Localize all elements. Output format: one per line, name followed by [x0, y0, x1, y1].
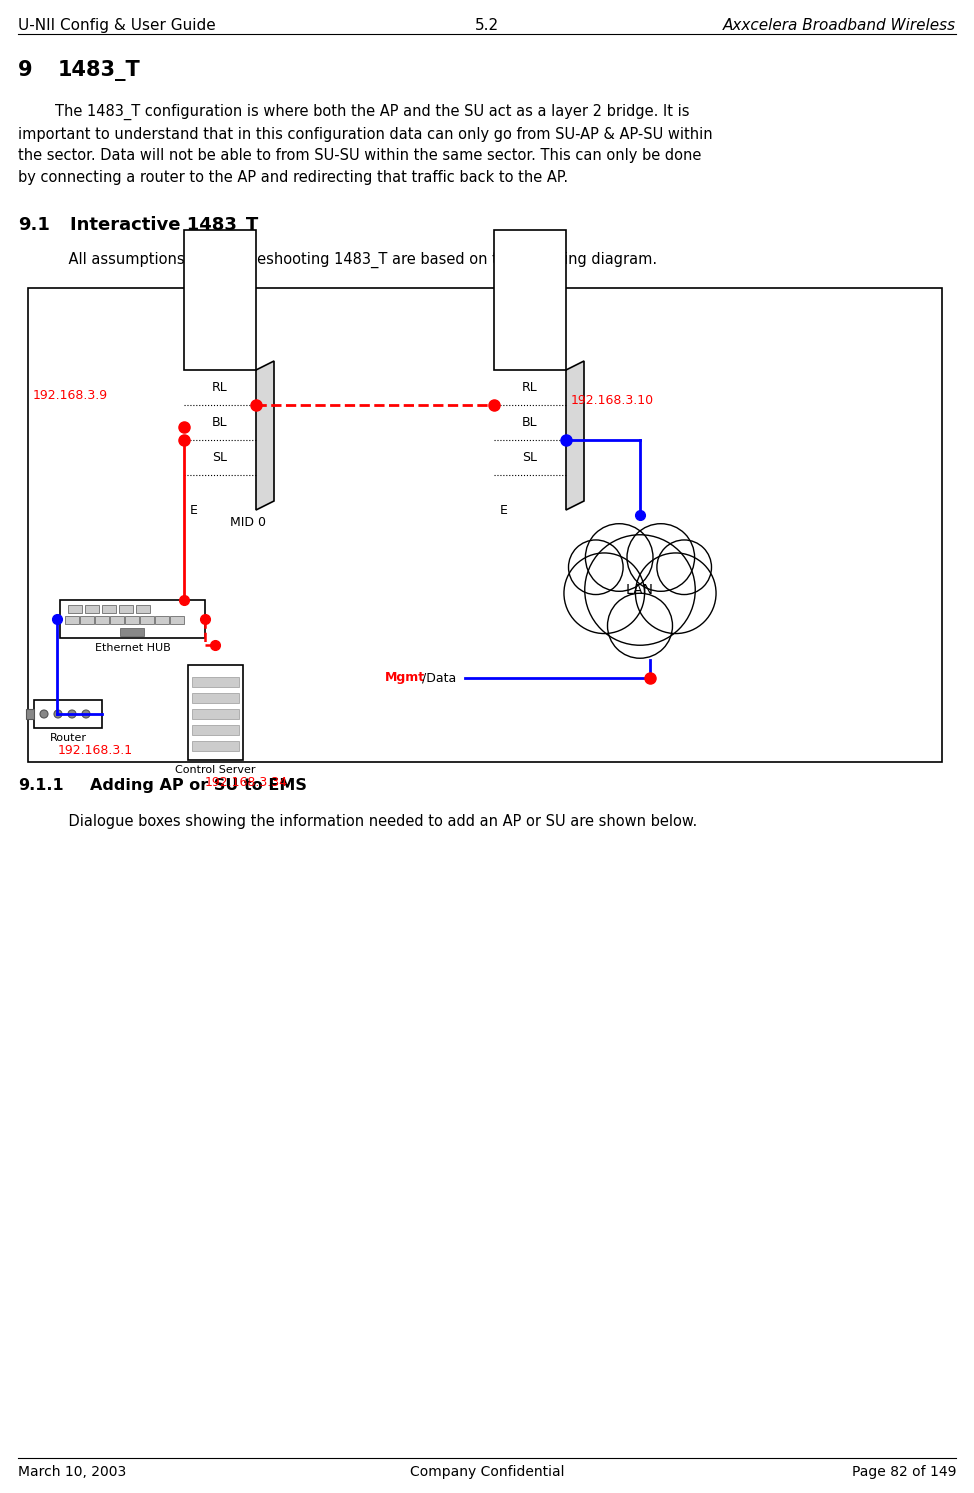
- Text: March 10, 2003: March 10, 2003: [18, 1465, 127, 1480]
- Text: Company Confidential: Company Confidential: [410, 1465, 564, 1480]
- Bar: [80, 617, 94, 624]
- Text: /Data: /Data: [422, 672, 456, 684]
- Text: Adding AP or SU to EMS: Adding AP or SU to EMS: [90, 778, 307, 793]
- Text: E: E: [190, 505, 198, 517]
- Bar: [60, 600, 205, 638]
- Text: RL: RL: [522, 381, 538, 394]
- Bar: [170, 617, 184, 624]
- Text: 1483_T: 1483_T: [58, 60, 141, 81]
- Circle shape: [584, 534, 695, 645]
- Bar: [192, 676, 239, 687]
- Bar: [184, 230, 256, 370]
- Bar: [95, 617, 109, 624]
- Text: Mgmt: Mgmt: [385, 672, 425, 684]
- Bar: [140, 617, 154, 624]
- Polygon shape: [521, 339, 557, 348]
- Text: All assumptions for troubleshooting 1483_T are based on the following diagram.: All assumptions for troubleshooting 1483…: [50, 252, 657, 269]
- Text: 192.168.3.10: 192.168.3.10: [571, 394, 655, 406]
- Bar: [28, 288, 942, 761]
- Text: U-NII Config & User Guide: U-NII Config & User Guide: [18, 18, 216, 33]
- Text: Ethernet HUB: Ethernet HUB: [94, 643, 170, 652]
- Bar: [494, 230, 566, 370]
- Bar: [119, 605, 133, 614]
- Text: LAN: LAN: [626, 582, 654, 597]
- Circle shape: [68, 711, 76, 718]
- Circle shape: [54, 711, 62, 718]
- Text: 192.168.3.34: 192.168.3.34: [205, 776, 288, 788]
- Text: Interactive 1483_T: Interactive 1483_T: [70, 216, 258, 234]
- Bar: [102, 605, 116, 614]
- Text: SL: SL: [522, 451, 538, 464]
- Bar: [192, 693, 239, 703]
- Text: 9.1: 9.1: [18, 216, 50, 234]
- Text: BL: BL: [522, 417, 538, 428]
- Bar: [110, 617, 124, 624]
- Text: 9.1.1: 9.1.1: [18, 778, 63, 793]
- Bar: [136, 605, 150, 614]
- Circle shape: [627, 524, 694, 591]
- Bar: [521, 325, 539, 348]
- Text: 192.168.3.9: 192.168.3.9: [33, 390, 108, 402]
- Text: Dialogue boxes showing the information needed to add an AP or SU are shown below: Dialogue boxes showing the information n…: [50, 814, 697, 829]
- Bar: [65, 617, 79, 624]
- Circle shape: [569, 540, 623, 594]
- Text: MID 0: MID 0: [230, 517, 266, 529]
- Circle shape: [40, 711, 48, 718]
- Bar: [211, 325, 229, 348]
- Bar: [125, 617, 139, 624]
- Polygon shape: [566, 361, 584, 511]
- Text: E: E: [500, 505, 507, 517]
- Text: Router: Router: [50, 733, 87, 744]
- Text: 5.2: 5.2: [475, 18, 499, 33]
- Text: 192.168.3.1: 192.168.3.1: [58, 744, 133, 757]
- Text: Axxcelera Broadband Wireless: Axxcelera Broadband Wireless: [723, 18, 956, 33]
- Circle shape: [608, 593, 672, 658]
- Bar: [26, 709, 34, 720]
- Bar: [188, 664, 243, 760]
- Bar: [192, 709, 239, 720]
- Text: SL: SL: [212, 451, 228, 464]
- Bar: [34, 700, 102, 729]
- Text: RL: RL: [212, 381, 228, 394]
- Text: Page 82 of 149: Page 82 of 149: [851, 1465, 956, 1480]
- Polygon shape: [256, 361, 274, 511]
- Bar: [155, 617, 169, 624]
- Circle shape: [635, 552, 716, 633]
- Text: 9: 9: [18, 60, 32, 81]
- Circle shape: [656, 540, 711, 594]
- Polygon shape: [211, 339, 247, 348]
- Circle shape: [82, 711, 90, 718]
- Bar: [85, 605, 99, 614]
- Text: The 1483_T configuration is where both the AP and the SU act as a layer 2 bridge: The 1483_T configuration is where both t…: [18, 105, 713, 185]
- Text: BL: BL: [212, 417, 228, 428]
- Bar: [68, 605, 82, 614]
- Circle shape: [585, 524, 653, 591]
- Bar: [192, 741, 239, 751]
- Text: Control Server: Control Server: [174, 764, 255, 775]
- Circle shape: [564, 552, 645, 633]
- Bar: [192, 726, 239, 735]
- Bar: [120, 629, 144, 636]
